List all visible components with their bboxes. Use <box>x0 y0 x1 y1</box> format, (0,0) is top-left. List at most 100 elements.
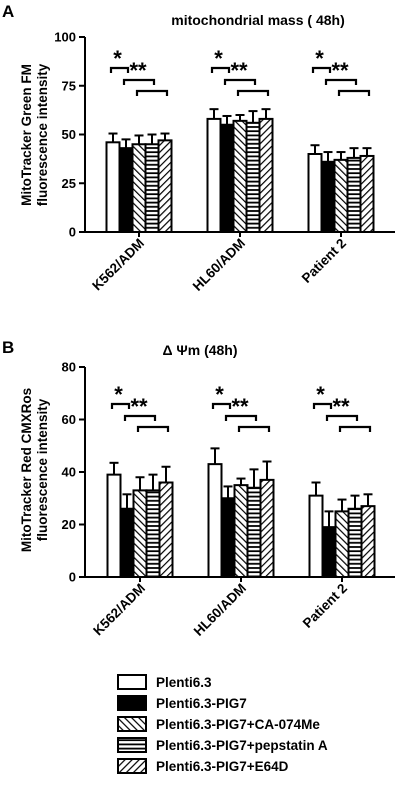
panel-b-letter: B <box>2 338 14 357</box>
panel-b-sig-bracket-outer <box>224 414 258 421</box>
panel-b-sig-star-double: ** <box>231 394 249 419</box>
panel-a-y-tick-label: 50 <box>62 127 76 142</box>
panel-b-y-tick-label: 40 <box>62 465 76 480</box>
legend-swatch <box>117 716 147 732</box>
panel-b-sig-bracket-single <box>312 402 333 409</box>
legend-label: Plenti6.3 <box>156 675 212 690</box>
panel-a-sig-bracket-inner <box>135 89 169 96</box>
panel-a-sig-bracket-inner <box>236 89 270 96</box>
panel-a-sig-star-single: * <box>214 46 223 71</box>
legend-label: Plenti6.3-PIG7+E64D <box>156 759 289 774</box>
panel-a-sig-bracket-outer <box>324 78 358 85</box>
panel-a-ylabel-line2: fluorescence intensity <box>35 63 50 206</box>
panel-a-bar <box>131 143 147 233</box>
panel-a-bar <box>118 147 134 233</box>
panel-b-sig-star-single: * <box>316 382 325 407</box>
legend-label: Plenti6.3-PIG7 <box>156 696 247 711</box>
panel-b-title: Δ Ψm (48h) <box>162 342 237 358</box>
panel-b-sig-star-double: ** <box>332 394 350 419</box>
panel-b-category-label: HL60/ADM <box>191 581 249 639</box>
panel-b-sig-bracket-inner <box>237 425 271 432</box>
panel-b-bar <box>246 486 262 578</box>
panel-a-sig-star-double: ** <box>230 58 248 83</box>
panel-b-ylabel-line1: MitoTracker Red CMXRos <box>19 388 34 552</box>
panel-a-y-tick-label: 75 <box>62 78 76 93</box>
panel-b-bar <box>132 489 148 578</box>
panel-a-bar <box>346 156 362 233</box>
panel-b-sig-bracket-single <box>110 402 131 409</box>
panel-a-sig-bracket-outer <box>223 78 257 85</box>
panel-a-sig-bracket-inner <box>337 89 371 96</box>
panel-b-y-tick-label: 0 <box>69 570 76 585</box>
panel-a-bar <box>307 153 323 233</box>
panel-b-bar <box>360 505 376 578</box>
legend-swatch <box>117 737 147 753</box>
panel-a-category-label: K562/ADM <box>89 236 147 294</box>
panel-a-bar <box>232 119 248 233</box>
panel-a-y-tick-label: 0 <box>69 225 76 240</box>
panel-a-sig-bracket-single <box>109 66 130 73</box>
legend-label: Plenti6.3-PIG7+CA-074Me <box>156 717 320 732</box>
panel-a-bar <box>105 141 121 233</box>
panel-b-sig-bracket-inner <box>338 425 372 432</box>
panel-a-sig-star-single: * <box>315 46 324 71</box>
panel-a-bar <box>157 139 173 234</box>
panel-a-bar <box>333 158 349 234</box>
panel-b-bar <box>334 510 350 578</box>
panel-a-y-tick-label: 100 <box>54 30 76 45</box>
panel-a-category-label: Patient 2 <box>299 236 349 286</box>
panel-a-bar <box>219 123 235 233</box>
panel-b-bar <box>308 494 324 578</box>
panel-b-sig-star-single: * <box>114 382 123 407</box>
panel-b-bar <box>259 478 275 578</box>
panel-b-sig-star-double: ** <box>130 394 148 419</box>
panel-b-bar <box>106 473 122 578</box>
panel-b-bar <box>321 526 337 578</box>
panel-b-bar <box>220 497 236 578</box>
panel-a-sig-bracket-single <box>311 66 332 73</box>
panel-a-y-tick-label: 25 <box>62 176 76 191</box>
panel-a-ylabel: MitoTracker Green FM fluorescence intens… <box>19 63 50 206</box>
panel-b-y-tick-label: 20 <box>62 517 76 532</box>
panel-a-title: mitochondrial mass ( 48h) <box>171 12 344 28</box>
legend-swatch <box>117 695 147 711</box>
panel-b-bar <box>158 481 174 578</box>
panel-b-category-label: K562/ADM <box>90 581 148 639</box>
panel-b-y-tick-label: 80 <box>62 360 76 375</box>
legend-swatch <box>117 758 147 774</box>
panel-a-bar <box>144 143 160 233</box>
panel-a-sig-star-double: ** <box>331 58 349 83</box>
panel-b-bar <box>207 463 223 578</box>
panel-b-category-label: Patient 2 <box>300 581 350 631</box>
panel-b-ylabel-line2: fluorescence intensity <box>35 398 50 541</box>
panel-b-sig-bracket-inner <box>136 425 170 432</box>
panel-a-bar <box>320 160 336 233</box>
panel-a-sig-star-double: ** <box>129 58 147 83</box>
panel-a-category-label: HL60/ADM <box>190 236 248 294</box>
panel-b-sig-bracket-outer <box>123 414 157 421</box>
panel-b-sig-bracket-single <box>211 402 232 409</box>
panel-a-bar <box>258 117 274 233</box>
legend-label: Plenti6.3-PIG7+pepstatin A <box>156 738 328 753</box>
panel-b-ylabel: MitoTracker Red CMXRos fluorescence inte… <box>19 388 50 552</box>
panel-a-sig-star-single: * <box>113 46 122 71</box>
panel-a-letter: A <box>2 2 14 21</box>
panel-a-bar <box>359 154 375 233</box>
panel-a-bar <box>245 121 261 233</box>
panel-b-sig-bracket-outer <box>325 414 359 421</box>
panel-a-bar <box>206 117 222 233</box>
panel-b-y-tick-label: 60 <box>62 412 76 427</box>
panel-b-bar <box>233 484 249 578</box>
panel-b-bar <box>119 507 135 578</box>
panel-b-sig-star-single: * <box>215 382 224 407</box>
legend: Plenti6.3 Plenti6.3-PIG7 Plenti6.3-PIG7+CA… <box>117 674 328 774</box>
legend-swatch <box>117 674 147 690</box>
panel-b-bar <box>145 489 161 578</box>
panel-a-sig-bracket-outer <box>122 78 156 85</box>
panel-b-bar <box>347 507 363 578</box>
panel-a-sig-bracket-single <box>210 66 231 73</box>
panel-a-ylabel-line1: MitoTracker Green FM <box>19 64 34 206</box>
